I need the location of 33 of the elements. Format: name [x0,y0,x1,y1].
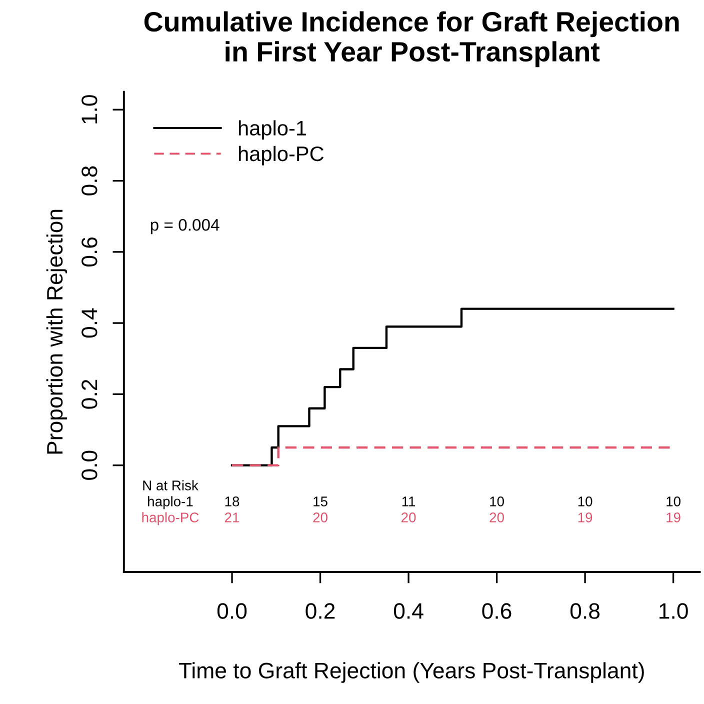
annotation: 10 [490,496,504,506]
y-tick-label: 0.2 [82,380,98,409]
annotation: haplo-1 [148,496,193,510]
annotation: 19 [666,512,680,522]
annotation: 10 [666,496,680,506]
legend-label: haplo-1 [238,120,306,140]
annotation: 20 [313,512,328,522]
x-tick-label: 0.6 [482,603,512,619]
y-axis-title: Proportion with Rejection [46,210,68,454]
x-axis-title: Time to Graft Rejection (Years Post-Transplant) [178,662,644,683]
annotation: N at Risk [143,480,198,490]
x-tick-label: 0.0 [217,603,247,619]
x-tick-label: 0.4 [394,603,424,619]
x-tick-label: 1.0 [660,603,688,619]
legend-label: haplo-PC [238,146,324,166]
annotation: 11 [402,496,416,506]
annotation: haplo-PC [142,512,199,526]
annotation: 21 [224,512,240,522]
y-tick-label: 0.8 [82,166,98,196]
x-tick-label: 0.8 [570,603,600,619]
y-tick-label: 0.6 [82,237,98,266]
y-tick-label: 1.0 [82,95,98,124]
annotation: 18 [225,496,240,506]
annotation: p = 0.004 [150,218,220,234]
annotation: 15 [314,496,328,506]
annotation: 10 [578,496,592,506]
y-tick-label: 0.4 [82,308,98,338]
annotation: 19 [578,512,592,522]
y-tick-label: 0.0 [82,450,98,480]
annotation: 20 [490,512,504,522]
x-tick-label: 0.2 [306,603,335,619]
chart-title: Cumulative Incidence for Graft Rejection in First Year Post-Transplant [144,11,679,68]
annotation: 20 [402,512,416,522]
